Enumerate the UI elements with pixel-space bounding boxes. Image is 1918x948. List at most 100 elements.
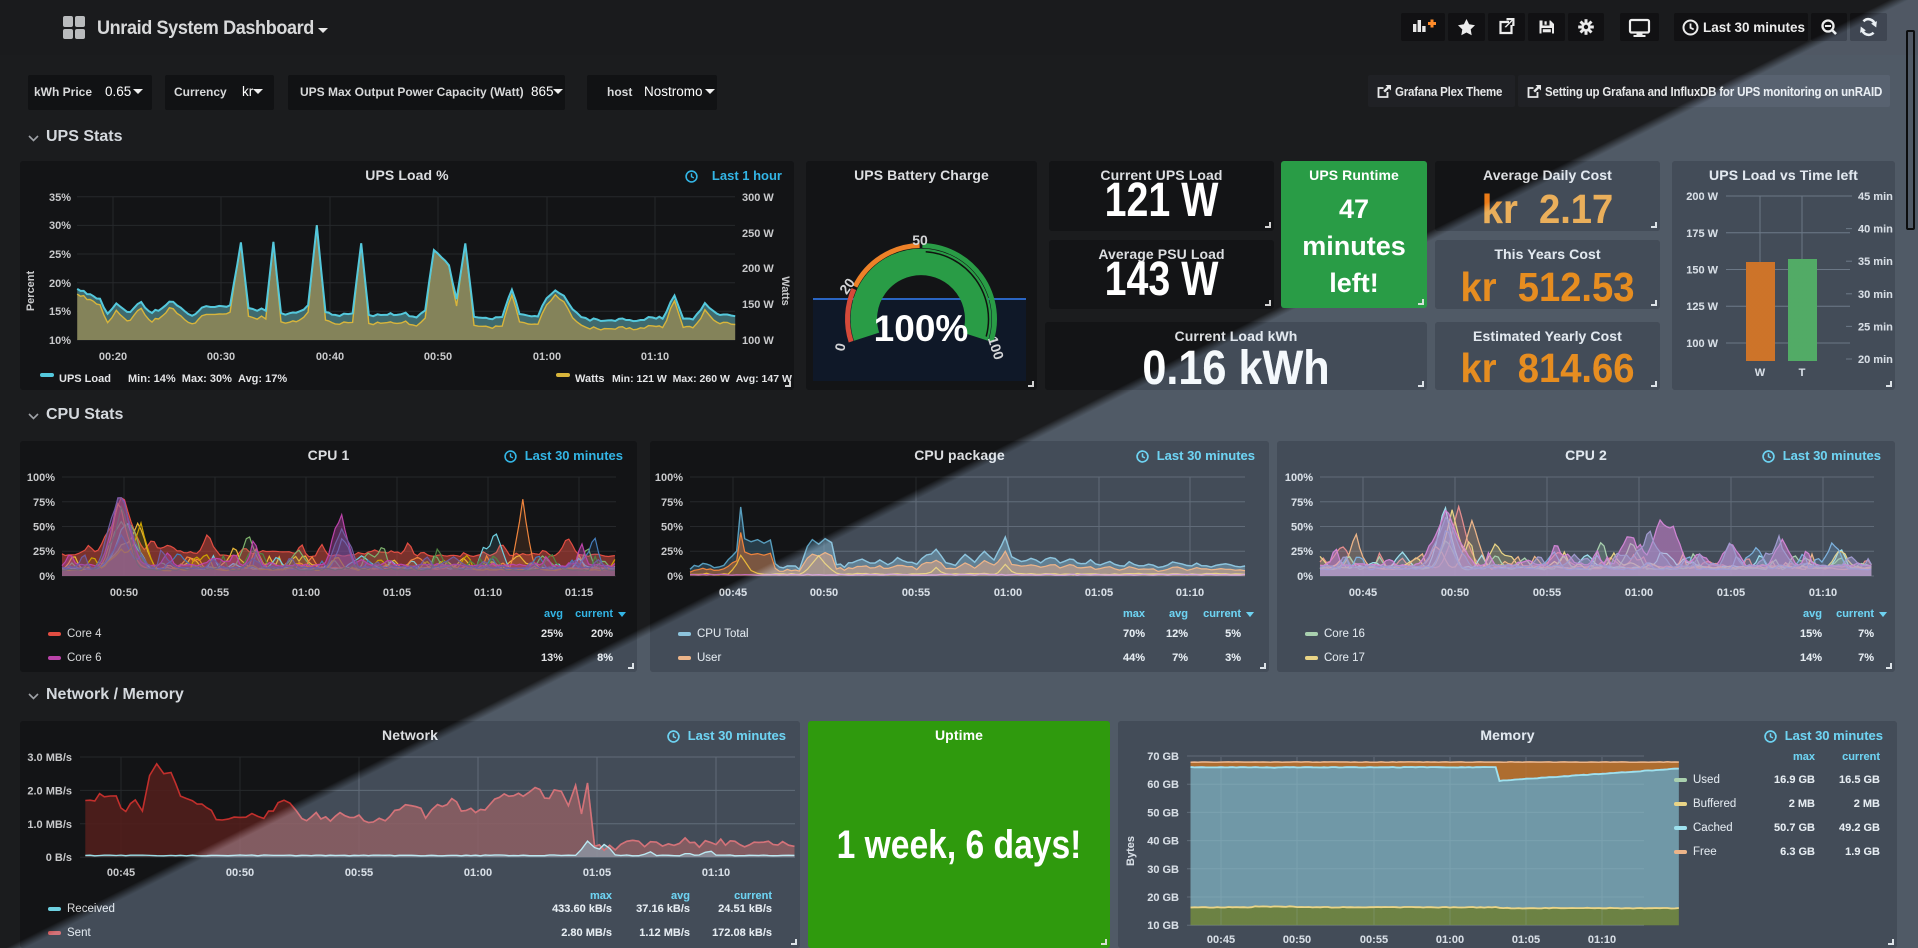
svg-text:25 min: 25 min	[1858, 321, 1893, 333]
svg-text:01:00: 01:00	[1436, 934, 1464, 946]
svg-text:avg: avg	[1803, 608, 1822, 620]
svg-text:Bytes: Bytes	[1125, 836, 1137, 866]
svg-text:00:30: 00:30	[207, 351, 235, 363]
svg-text:433.60 kB/s: 433.60 kB/s	[552, 903, 612, 915]
svg-text:Core 6: Core 6	[67, 652, 102, 664]
svg-text:01:05: 01:05	[1512, 934, 1540, 946]
svg-text:00:55: 00:55	[1360, 934, 1388, 946]
svg-text:01:10: 01:10	[641, 351, 669, 363]
svg-text:60 GB: 60 GB	[1147, 779, 1179, 791]
svg-text:40 min: 40 min	[1858, 224, 1893, 236]
svg-text:45 min: 45 min	[1858, 191, 1893, 203]
svg-text:13%: 13%	[541, 652, 563, 664]
svg-text:14%: 14%	[1800, 652, 1822, 664]
svg-text:current: current	[1836, 608, 1874, 620]
svg-text:30 GB: 30 GB	[1147, 864, 1179, 876]
svg-text:1.0 MB/s: 1.0 MB/s	[27, 819, 72, 831]
svg-text:16.9 GB: 16.9 GB	[1774, 774, 1815, 786]
svg-text:175 W: 175 W	[1686, 228, 1718, 240]
svg-text:1.9 GB: 1.9 GB	[1845, 846, 1880, 858]
svg-text:20%: 20%	[591, 628, 613, 640]
svg-text:00:50: 00:50	[424, 351, 452, 363]
svg-text:Core 4: Core 4	[67, 628, 102, 640]
svg-text:T: T	[1799, 367, 1806, 379]
svg-text:2 MB: 2 MB	[1789, 798, 1815, 810]
svg-text:01:00: 01:00	[533, 351, 561, 363]
svg-text:37.16 kB/s: 37.16 kB/s	[636, 903, 690, 915]
svg-text:01:05: 01:05	[583, 867, 611, 879]
svg-text:max: max	[1793, 751, 1816, 763]
svg-text:50: 50	[912, 232, 928, 248]
svg-text:Core 17: Core 17	[1324, 652, 1365, 664]
svg-text:150 W: 150 W	[1686, 265, 1718, 277]
svg-text:User: User	[697, 652, 721, 664]
svg-text:00:20: 00:20	[99, 351, 127, 363]
svg-text:150 W: 150 W	[742, 299, 774, 311]
svg-text:20: 20	[836, 275, 858, 297]
svg-text:1.12 MB/s: 1.12 MB/s	[639, 927, 690, 939]
svg-text:3.0 MB/s: 3.0 MB/s	[27, 752, 72, 764]
svg-text:01:10: 01:10	[1588, 934, 1616, 946]
svg-text:2.80 MB/s: 2.80 MB/s	[561, 927, 612, 939]
svg-text:300 W: 300 W	[742, 192, 774, 204]
svg-text:16.5 GB: 16.5 GB	[1839, 774, 1880, 786]
svg-text:10%: 10%	[49, 335, 71, 347]
svg-text:49.2 GB: 49.2 GB	[1839, 822, 1880, 834]
svg-text:35 min: 35 min	[1858, 256, 1893, 268]
svg-text:Watts: Watts	[779, 276, 791, 306]
svg-text:max: max	[1123, 608, 1146, 620]
svg-text:7%: 7%	[1858, 652, 1874, 664]
svg-text:100 W: 100 W	[1686, 338, 1718, 350]
svg-text:00:45: 00:45	[107, 867, 135, 879]
svg-text:Watts: Watts	[575, 373, 605, 385]
svg-text:Sent: Sent	[67, 927, 91, 939]
svg-text:7%: 7%	[1172, 652, 1188, 664]
svg-text:100 W: 100 W	[742, 335, 774, 347]
svg-text:24.51 kB/s: 24.51 kB/s	[718, 903, 772, 915]
svg-text:Min: 121 W Max: 260 W Avg: 1: Min: 121 W Max: 260 W Avg: 147 W	[612, 373, 792, 385]
svg-text:172.08 kB/s: 172.08 kB/s	[712, 927, 772, 939]
svg-text:35%: 35%	[49, 192, 71, 204]
svg-text:00:50: 00:50	[1283, 934, 1311, 946]
svg-text:70 GB: 70 GB	[1147, 751, 1179, 763]
svg-text:15%: 15%	[49, 306, 71, 318]
svg-text:avg: avg	[544, 608, 563, 620]
svg-text:avg: avg	[1169, 608, 1188, 620]
svg-text:44%: 44%	[1123, 652, 1145, 664]
svg-text:15%: 15%	[1800, 628, 1822, 640]
svg-text:00:40: 00:40	[316, 351, 344, 363]
svg-text:Used: Used	[1693, 774, 1720, 786]
svg-text:Percent: Percent	[25, 270, 37, 311]
svg-text:01:00: 01:00	[464, 867, 492, 879]
svg-text:100%: 100%	[874, 308, 969, 349]
svg-text:UPS Load: UPS Load	[59, 373, 111, 385]
svg-text:6.3 GB: 6.3 GB	[1780, 846, 1815, 858]
svg-text:50 GB: 50 GB	[1147, 807, 1179, 819]
svg-text:8%: 8%	[597, 652, 613, 664]
svg-text:W: W	[1755, 367, 1766, 379]
svg-text:20 GB: 20 GB	[1147, 892, 1179, 904]
svg-text:200 W: 200 W	[742, 263, 774, 275]
svg-text:01:10: 01:10	[702, 867, 730, 879]
svg-text:125 W: 125 W	[1686, 301, 1718, 313]
svg-text:30%: 30%	[49, 220, 71, 232]
svg-text:current: current	[575, 608, 613, 620]
svg-text:CPU Total: CPU Total	[697, 628, 749, 640]
svg-text:70%: 70%	[1123, 628, 1145, 640]
svg-text:00:55: 00:55	[345, 867, 373, 879]
svg-text:Min: 14% Max: 30% Avg: 17%: Min: 14% Max: 30% Avg: 17%	[128, 373, 287, 385]
svg-text:40 GB: 40 GB	[1147, 836, 1179, 848]
svg-text:20 min: 20 min	[1858, 354, 1893, 366]
svg-text:200 W: 200 W	[1686, 191, 1718, 203]
svg-text:avg: avg	[671, 890, 690, 902]
svg-text:25%: 25%	[541, 628, 563, 640]
svg-text:Core 16: Core 16	[1324, 628, 1365, 640]
svg-text:00:50: 00:50	[226, 867, 254, 879]
svg-text:max: max	[590, 890, 613, 902]
svg-text:12%: 12%	[1166, 628, 1188, 640]
svg-text:Cached: Cached	[1693, 822, 1733, 834]
svg-text:current: current	[1842, 751, 1880, 763]
svg-text:10 GB: 10 GB	[1147, 920, 1179, 932]
svg-text:2 MB: 2 MB	[1854, 798, 1880, 810]
svg-text:7%: 7%	[1858, 628, 1874, 640]
